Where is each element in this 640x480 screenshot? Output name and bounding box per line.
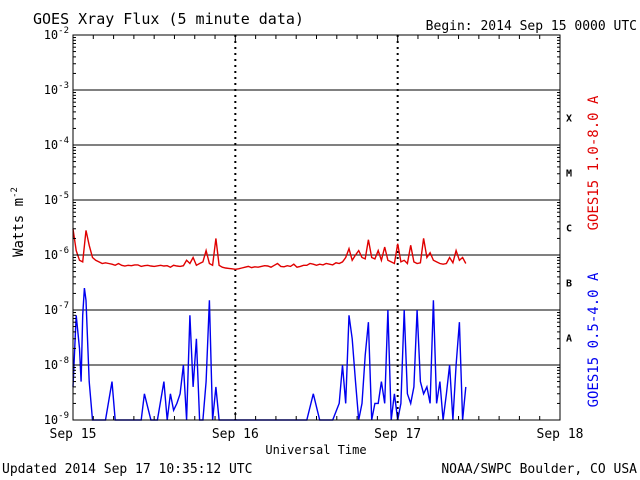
y-tick-label-exp: -3 xyxy=(58,81,69,91)
flare-class-x: X xyxy=(566,114,572,125)
y-tick-label-exp: -9 xyxy=(58,411,69,421)
y-tick-label-exp: -8 xyxy=(58,356,69,366)
chart-title: GOES Xray Flux (5 minute data) xyxy=(33,10,304,28)
plot-border xyxy=(72,34,561,421)
y-tick-label: 10-2 xyxy=(44,26,69,42)
legend-label-1: GOES15 0.5-4.0 A xyxy=(586,272,602,407)
x-tick-label: Sep 16 xyxy=(212,427,259,442)
flare-class-labels: X M C B A xyxy=(566,114,572,345)
y-axis-title-sup: -2 xyxy=(10,187,20,198)
y-tick-label: 10-4 xyxy=(44,136,69,152)
plot-frame xyxy=(72,34,561,421)
y-tick-label: 10-6 xyxy=(44,246,69,262)
legend-label-0: GOES15 1.0-8.0 A xyxy=(586,95,602,230)
begin-label: Begin: 2014 Sep 15 0000 UTC xyxy=(426,19,637,34)
y-axis-title: Watts m-2 xyxy=(10,187,27,257)
y-axis-title-text: Watts m xyxy=(11,198,27,257)
footer-updated: Updated 2014 Sep 17 10:35:12 UTC xyxy=(2,462,252,477)
y-tick-label-base: 10 xyxy=(44,138,58,152)
y-tick-label-exp: -7 xyxy=(58,301,69,311)
y-tick-label-base: 10 xyxy=(44,83,58,97)
flare-class-b: B xyxy=(566,279,572,290)
y-tick-label-exp: -2 xyxy=(58,26,69,36)
x-tick-label: Sep 18 xyxy=(537,427,584,442)
series-lines xyxy=(72,228,467,421)
series-line-1 xyxy=(72,288,467,421)
x-tick-label: Sep 17 xyxy=(374,427,421,442)
y-tick-label: 10-7 xyxy=(44,301,69,317)
tick-marks xyxy=(72,34,561,421)
y-tick-label-exp: -6 xyxy=(58,246,69,256)
x-tick-label: Sep 15 xyxy=(50,427,97,442)
x-axis-title: Universal Time xyxy=(265,443,366,457)
series-line-0 xyxy=(72,228,467,271)
y-tick-labels: 10-210-310-410-510-610-710-810-9 xyxy=(44,26,69,427)
y-tick-label: 10-8 xyxy=(44,356,69,372)
y-tick-label-base: 10 xyxy=(44,28,58,42)
x-tick-labels: Sep 15 Sep 16 Sep 17 Sep 18 xyxy=(50,427,584,442)
flare-class-a: A xyxy=(566,334,572,345)
y-tick-label-exp: -5 xyxy=(58,191,69,201)
footer-source: NOAA/SWPC Boulder, CO USA xyxy=(441,462,637,477)
flare-class-m: M xyxy=(566,169,572,180)
y-tick-label-base: 10 xyxy=(44,193,58,207)
y-tick-label-base: 10 xyxy=(44,248,58,262)
y-tick-label: 10-9 xyxy=(44,411,69,427)
y-tick-label-exp: -4 xyxy=(58,136,69,146)
y-tick-label: 10-3 xyxy=(44,81,69,97)
y-tick-label-base: 10 xyxy=(44,303,58,317)
flare-class-c: C xyxy=(566,224,572,235)
y-tick-label-base: 10 xyxy=(44,413,58,427)
series-legend: GOES15 1.0-8.0 A GOES15 0.5-4.0 A xyxy=(586,95,602,407)
y-tick-label: 10-5 xyxy=(44,191,69,207)
y-tick-label-base: 10 xyxy=(44,358,58,372)
grid-lines xyxy=(73,35,560,420)
